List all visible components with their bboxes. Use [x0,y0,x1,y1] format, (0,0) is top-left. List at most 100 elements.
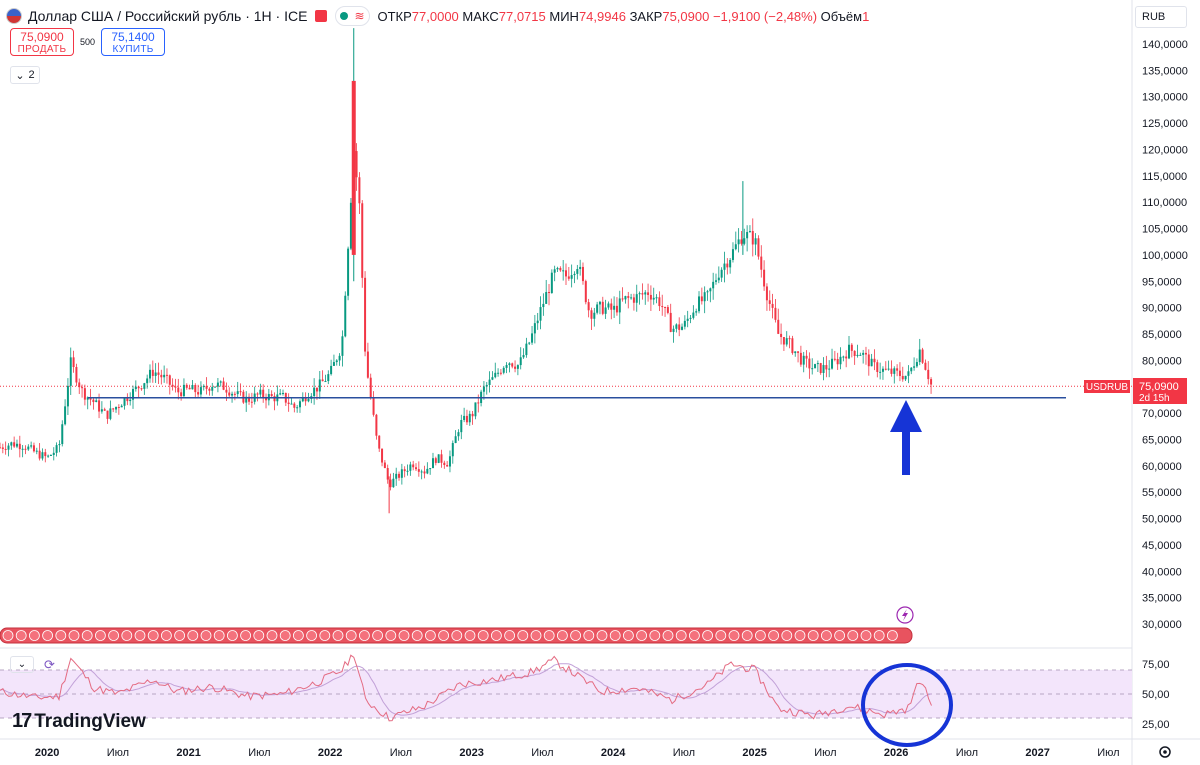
event-marker [438,630,450,641]
currency-label: RUB [1142,11,1166,23]
candle-body [811,368,814,370]
candle-body [273,396,276,402]
circle-annotation[interactable] [861,663,953,747]
candle-body [884,368,887,370]
candle-body [584,281,587,303]
tradingview-logo-icon: 17 [12,710,32,732]
symbol-title[interactable]: Доллар США / Российский рубль · 1Н · ICE [28,8,308,24]
lightning-icon[interactable] [896,606,914,624]
candle-body [873,358,876,363]
candle-body [731,249,734,260]
buy-button[interactable]: 75,1400 КУПИТЬ [101,28,166,56]
events-strip[interactable] [0,627,913,644]
candle-body [802,355,805,365]
refresh-icon[interactable]: ⟳ [44,656,55,672]
candle-body [862,352,865,355]
candle-body [211,386,214,391]
candle-body [259,389,262,395]
candle-body [21,448,24,450]
event-marker [530,630,542,641]
candle-body [13,442,16,447]
currency-selector[interactable]: RUB [1135,6,1187,28]
time-tick-label: Июл [248,747,270,759]
candle-body [525,343,528,356]
up-arrow-annotation[interactable] [890,400,922,475]
candle-body [898,370,901,376]
candle-body [703,292,706,302]
candle-body [236,391,239,395]
candle-body [262,389,265,398]
candle-body [103,409,106,411]
event-marker [860,630,872,641]
event-marker [477,630,489,641]
candle-body [293,403,296,408]
candle-body [355,151,358,178]
candle-body [632,297,635,303]
wave-icon: ≋ [354,9,365,23]
event-marker [636,630,647,641]
flag-marker-icon[interactable] [315,10,328,22]
candle-body [327,374,330,382]
event-marker [68,630,80,641]
event-marker [570,630,581,641]
candle-body [140,388,143,390]
time-tick-label: 2020 [35,747,59,759]
candle-body [205,386,208,389]
time-tick-label: 2026 [884,747,908,759]
price-axis[interactable]: 140,0000 135,0000 130,0000 125,0000 120,0000… [1142,39,1188,631]
candle-body [66,385,69,407]
candle-body [729,259,732,268]
event-marker [292,630,304,641]
symbol-tag: USDRUB [1086,382,1129,393]
candle-body [706,291,709,293]
event-markers[interactable] [2,630,898,641]
candle-body [318,379,321,392]
candle-body [301,397,304,402]
sell-button[interactable]: 75,0900 ПРОДАТЬ [10,28,74,56]
event-marker [887,630,898,641]
candle-body [400,469,403,478]
candle-body [788,338,791,340]
candle-body [814,364,817,369]
candle-body [395,473,398,479]
candle-body [816,363,819,365]
event-marker [42,630,53,641]
time-tick-label: Июл [673,747,695,759]
candle-body [927,369,930,380]
event-marker [847,630,859,641]
event-marker [834,630,845,641]
market-status-pill[interactable]: ≋ [335,6,370,26]
candle-body [335,360,338,363]
candle-body [553,269,556,273]
time-axis[interactable]: 2020 Июл 2021 Июл 2022 Июл 2023 Июл 2024 Июл 2025 И… [35,747,1120,759]
event-marker [543,630,555,641]
indicators-collapse-button[interactable]: ⌄ 2 [10,66,40,84]
event-marker [781,630,793,641]
candle-body [797,351,800,353]
candle-body [239,391,242,393]
settings-gear-icon[interactable] [1159,746,1171,758]
candle-body [146,378,149,384]
candle-body [562,270,565,272]
candle-body [666,307,669,313]
candle-body [808,358,811,369]
candle-body [208,388,211,391]
candle-body [548,291,551,294]
candle-body [134,386,137,389]
candle-body [658,297,661,307]
last-price-value: 75,0900 [1139,381,1179,393]
candle-body [265,397,268,401]
candle-body [245,396,248,403]
candle-body [836,359,839,365]
event-marker [385,630,397,641]
rsi-band [0,670,1132,718]
event-marker [306,630,318,641]
candle-body [448,456,451,467]
time-tick-label: Июл [107,747,129,759]
rsi-collapse-button[interactable]: ⌄ [10,656,34,673]
event-marker [2,630,14,641]
candle-body [347,248,350,296]
tradingview-logo[interactable]: 17 TradingView [12,710,146,733]
event-marker [240,630,252,641]
